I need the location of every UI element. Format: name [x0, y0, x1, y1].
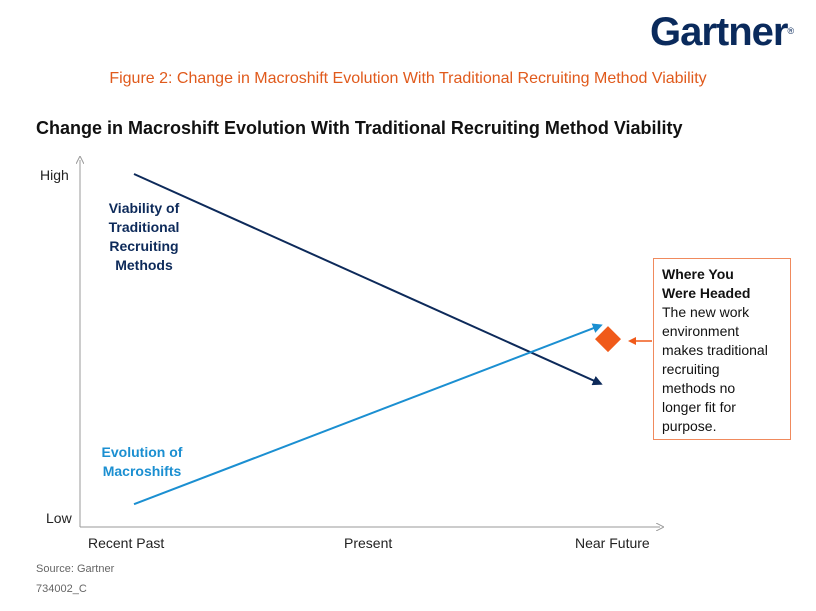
- callout-box: Where You Were Headed The new work envir…: [653, 258, 791, 440]
- logo-text: Gartner: [650, 10, 788, 54]
- series-label-macroshifts-line2: Macroshifts: [102, 463, 182, 479]
- series-label-viability-line4: Methods: [115, 257, 173, 273]
- series-label-viability-line2: Traditional: [108, 219, 180, 235]
- y-tick-high: High: [40, 167, 69, 183]
- callout-heading-line1: Where You: [662, 266, 734, 282]
- callout-body-line2: environment: [662, 323, 740, 339]
- x-tick-near-future: Near Future: [575, 535, 650, 551]
- callout-body-line4: recruiting: [662, 361, 720, 377]
- callout-body-line3: makes traditional: [662, 342, 768, 358]
- callout-body-line6: longer fit for: [662, 399, 736, 415]
- figure-id: 734002_C: [36, 583, 87, 595]
- series-label-viability-line3: Recruiting: [109, 238, 179, 254]
- callout-body-line7: purpose.: [662, 418, 717, 434]
- x-tick-recent-past: Recent Past: [88, 535, 165, 551]
- series-label-viability: Viability of Traditional Recruiting Meth…: [96, 199, 192, 275]
- series-label-macroshifts-line1: Evolution of: [101, 444, 183, 460]
- callout-body-line1: The new work: [662, 304, 750, 320]
- series-line-viability: [133, 173, 603, 386]
- registered-mark: ®: [787, 26, 795, 36]
- gartner-logo: Gartner®: [650, 10, 795, 55]
- destination-diamond-marker: [595, 326, 621, 353]
- x-tick-present: Present: [344, 535, 393, 551]
- chart-title: Change in Macroshift Evolution With Trad…: [36, 118, 683, 138]
- y-tick-low: Low: [46, 510, 72, 526]
- series-label-macroshifts: Evolution of Macroshifts: [94, 443, 190, 481]
- callout-heading-line2: Were Headed: [662, 285, 751, 301]
- callout-body-line5: methods no: [662, 380, 736, 396]
- figure-title: Figure 2: Change in Macroshift Evolution…: [109, 70, 707, 87]
- series-line-macroshifts: [133, 323, 603, 506]
- series-label-viability-line1: Viability of: [108, 200, 180, 216]
- source-note: Source: Gartner: [36, 563, 115, 575]
